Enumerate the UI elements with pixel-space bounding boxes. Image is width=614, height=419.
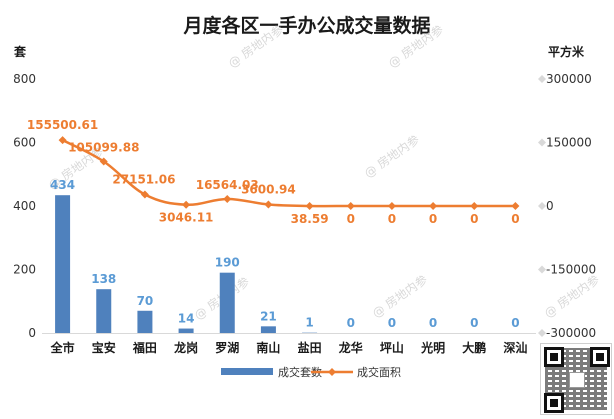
line-point	[305, 201, 314, 210]
category-label: 南山	[256, 340, 280, 355]
line-point	[470, 202, 479, 210]
category-label: 深汕	[503, 340, 527, 355]
bar-data-label: 0	[511, 316, 519, 330]
right-tick-marker	[538, 265, 546, 274]
legend-swatch-marker	[328, 368, 336, 376]
watermark-text: @ 房地内参	[369, 272, 430, 321]
right-tick-marker	[538, 329, 546, 337]
line-data-label: 3046.11	[159, 211, 214, 225]
category-label: 大鹏	[462, 340, 486, 355]
category-label: 坪山	[380, 340, 404, 355]
right-tick-label: -150000	[546, 263, 596, 277]
left-axis-unit: 套	[13, 44, 27, 59]
bar-data-label: 0	[470, 316, 478, 330]
line-data-label: 0	[470, 212, 478, 226]
category-label: 全市	[50, 340, 75, 355]
bar-data-label: 0	[347, 316, 355, 330]
chart-title: 月度各区一手办公成交量数据	[182, 14, 430, 37]
right-tick-marker	[538, 138, 546, 147]
right-tick-label: 300000	[546, 72, 592, 86]
line-point	[264, 200, 273, 209]
bar-data-label: 138	[91, 272, 116, 286]
bar	[55, 195, 71, 333]
category-label: 宝安	[92, 340, 116, 355]
line-point	[387, 202, 396, 210]
right-tick-label: -300000	[546, 326, 596, 340]
line-point	[140, 190, 149, 199]
bar-data-label: 1	[305, 316, 313, 330]
data-labels: 434 138 70 14 190 21 1 0 0 0 0 0 155500.61 105099.88 2…	[27, 118, 520, 330]
line-data-label: 0	[511, 212, 519, 226]
line-data-label: 105099.88	[68, 141, 139, 155]
bar-data-label: 21	[260, 309, 277, 323]
bar-series	[55, 195, 318, 333]
category-label: 龙岗	[174, 340, 198, 355]
legend-label-line: 成交面积	[357, 365, 401, 379]
category-label: 光明	[420, 340, 445, 355]
bar-data-label: 14	[178, 312, 195, 326]
qr-code-image	[540, 343, 612, 415]
line-data-label: 0	[388, 212, 396, 226]
line-point	[346, 202, 355, 210]
bar	[260, 326, 276, 333]
line-data-label: 3600.94	[241, 182, 296, 196]
right-tick-marker	[538, 75, 546, 83]
right-axis-unit: 平方米	[548, 44, 585, 59]
category-label: 龙华	[339, 340, 363, 355]
right-tick-marker	[538, 202, 546, 210]
line-point	[182, 200, 191, 209]
watermark-text: @ 房地内参	[541, 272, 602, 321]
bar	[137, 310, 153, 333]
line-data-label: 0	[429, 212, 437, 226]
bar	[178, 328, 194, 333]
legend-swatch-bar	[221, 368, 273, 375]
watermark-text: @ 房地内参	[361, 132, 422, 181]
right-tick-label: 0	[546, 199, 554, 213]
line-point	[58, 136, 67, 145]
category-label: 福田	[132, 340, 157, 355]
category-label: 罗湖	[215, 340, 239, 355]
left-tick-label: 0	[28, 326, 36, 340]
line-data-label: 38.59	[291, 212, 329, 226]
left-tick-label: 800	[13, 72, 36, 86]
category-label: 盐田	[298, 340, 322, 355]
line-point	[511, 202, 520, 210]
legend: 成交套数 成交面积	[221, 365, 401, 379]
line-data-label: 155500.61	[27, 118, 98, 132]
line-point	[99, 157, 108, 166]
bar-data-label: 70	[137, 294, 154, 308]
bar	[96, 289, 112, 333]
line-data-label: 16564.03	[196, 178, 259, 192]
left-tick-label: 400	[13, 199, 36, 213]
legend-label-bar: 成交套数	[278, 365, 322, 379]
left-tick-label: 200	[13, 263, 36, 277]
left-tick-label: 600	[13, 136, 36, 150]
line-data-label: 27151.06	[112, 173, 175, 187]
bar-data-label: 434	[50, 178, 75, 192]
bar	[219, 272, 235, 333]
line-data-label: 0	[347, 212, 355, 226]
bar-data-label: 190	[215, 256, 240, 270]
line-point	[223, 194, 232, 203]
right-tick-label: 150000	[546, 136, 592, 150]
line-series	[58, 136, 520, 210]
line-point	[429, 202, 438, 210]
bar-data-label: 0	[388, 316, 396, 330]
bar-data-label: 0	[429, 316, 437, 330]
